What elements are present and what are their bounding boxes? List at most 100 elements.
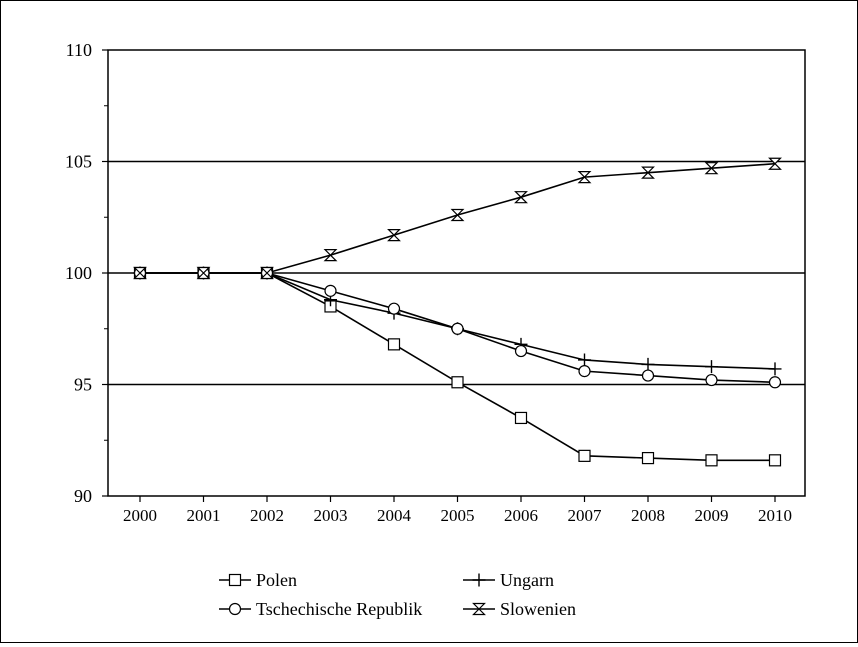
data-point-ungarn [641,357,655,371]
marker-shape [260,266,274,280]
marker-shape [577,171,592,184]
marker-shape [133,266,147,280]
legend-marker [228,602,242,616]
marker-shape [451,322,464,335]
y-tick-label: 90 [74,486,92,506]
marker-shape [514,411,528,425]
marker-shape [704,162,719,175]
data-point-slowenien [577,171,592,184]
x-tick-label: 2001 [187,506,221,525]
data-point-ungarn [768,362,782,376]
legend-label: Polen [256,570,297,590]
data-point-tschechische-republik [514,344,528,358]
marker-shape [387,302,401,315]
data-point-polen [768,454,782,467]
x-tick-label: 2009 [695,506,729,525]
legend-item-polen: Polen [219,570,297,590]
legend-item-tschechische-republik: Tschechische Republik [219,599,422,619]
data-point-polen [514,411,528,425]
data-point-tschechische-republik [324,284,337,297]
marker-shape [578,365,591,378]
data-point-slowenien [641,166,655,179]
x-tick-label: 2006 [504,506,538,525]
data-point-slowenien [133,266,147,280]
legend: Polen Ungarn Tschechische Republik Slowenie… [219,570,576,619]
marker-shape [196,266,211,280]
data-point-tschechische-republik [387,302,401,315]
x-tick-label: 2004 [377,506,412,525]
data-point-slowenien [387,228,401,242]
marker-shape [228,602,242,616]
data-point-slowenien [768,157,782,170]
marker-shape [324,284,337,297]
x-tick-label: 2008 [631,506,665,525]
data-point-tschechische-republik [768,376,782,389]
x-tick-label: 2005 [441,506,475,525]
legend-marker [472,602,486,616]
legend-label: Slowenien [500,599,576,619]
legend-marker [228,573,242,587]
series-markers [133,157,782,467]
y-tick-label: 105 [65,152,92,172]
data-point-polen [451,376,464,389]
series-line-ungarn [140,272,776,370]
marker-shape [768,454,782,467]
data-point-polen [705,454,718,467]
y-tick-label: 100 [65,263,92,283]
marker-shape [387,228,401,242]
marker-shape [641,451,655,465]
data-point-slowenien [196,266,211,280]
series-lines [140,162,776,462]
data-point-polen [578,449,591,462]
data-point-polen [387,338,401,351]
marker-shape [641,166,655,179]
marker-shape [472,602,486,616]
data-point-tschechische-republik [451,322,464,335]
data-point-ungarn [578,353,591,367]
marker-shape [641,369,655,382]
marker-shape [514,191,528,204]
data-point-ungarn [705,360,718,374]
marker-shape [768,157,782,170]
marker-shape [578,353,591,367]
marker-shape [323,249,338,262]
x-tick-label: 2002 [250,506,284,525]
marker-shape [768,362,782,376]
data-point-slowenien [323,249,338,262]
marker-shape [514,344,528,358]
marker-shape [228,573,242,587]
x-tick-label: 2000 [123,506,157,525]
data-point-tschechische-republik [578,365,591,378]
marker-shape [451,376,464,389]
data-point-tschechische-republik [705,373,718,387]
y-tick-label: 110 [66,40,92,60]
series-line-polen [140,272,775,462]
data-point-polen [641,451,655,465]
marker-shape [705,373,718,387]
data-point-slowenien [704,162,719,175]
legend-marker [472,573,486,587]
x-tick-label: 2010 [758,506,792,525]
y-tick-label: 95 [74,375,92,395]
marker-shape [472,573,486,587]
data-point-slowenien [450,208,465,222]
x-tick-label: 2003 [314,506,348,525]
legend-label: Tschechische Republik [256,599,422,619]
marker-shape [705,360,718,374]
marker-shape [705,454,718,467]
data-point-tschechische-republik [641,369,655,382]
data-point-slowenien [514,191,528,204]
legend-item-ungarn: Ungarn [463,570,554,590]
marker-shape [578,449,591,462]
x-tick-label: 2007 [568,506,603,525]
axes: 90 95 100 105 110 2000 2001 2002 2003 2004 2005 200… [65,40,792,525]
legend-label: Ungarn [500,570,554,590]
marker-shape [387,338,401,351]
data-point-slowenien [260,266,274,280]
marker-shape [768,376,782,389]
marker-shape [641,357,655,371]
legend-item-slowenien: Slowenien [463,599,576,619]
marker-shape [450,208,465,222]
